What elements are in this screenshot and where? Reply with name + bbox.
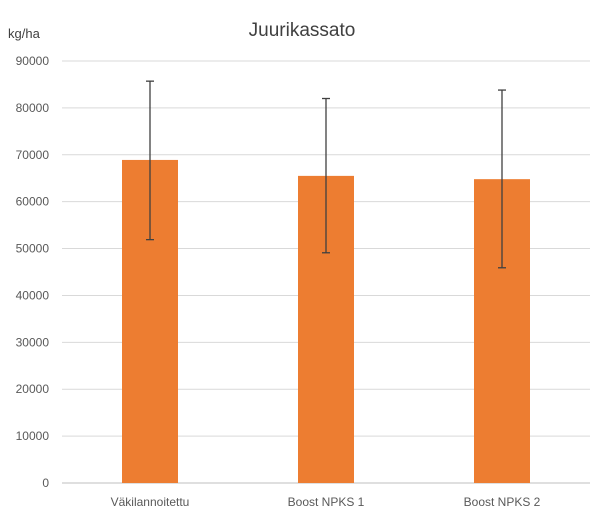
x-category-label: Väkilannoitettu (111, 495, 190, 509)
error-bars (146, 80, 506, 269)
x-category-labels: Väkilannoitettu Boost NPKS 1 Boost NPKS 2 (111, 495, 541, 509)
y-axis-unit-label: kg/ha (8, 26, 41, 41)
y-tick-label: 50000 (16, 242, 50, 256)
x-category-label: Boost NPKS 2 (464, 495, 541, 509)
y-tick-label: 70000 (16, 148, 50, 162)
y-tick-label: 0 (42, 476, 49, 490)
error-bar (498, 89, 506, 269)
y-tick-label: 20000 (16, 382, 50, 396)
x-category-label: Boost NPKS 1 (288, 495, 365, 509)
y-tick-label: 40000 (16, 288, 50, 302)
chart-title: Juurikassato (249, 20, 356, 41)
y-tick-labels: 0 10000 20000 30000 40000 50000 60000 70000 8000… (16, 54, 50, 490)
y-tick-label: 80000 (16, 101, 50, 115)
y-tick-label: 10000 (16, 429, 50, 443)
y-tick-label: 90000 (16, 54, 50, 68)
error-bar (146, 80, 154, 241)
y-tick-label: 60000 (16, 195, 50, 209)
error-bar (322, 97, 330, 254)
y-tick-label: 30000 (16, 335, 50, 349)
